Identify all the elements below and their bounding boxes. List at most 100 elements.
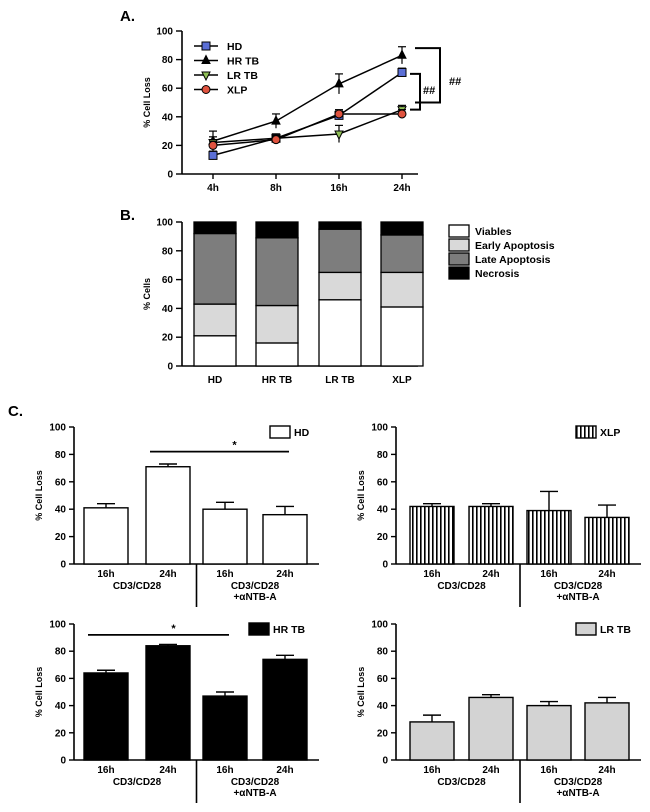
b-bar-segment-early-apoptosis [193,303,237,337]
c-xlp-x-tick-label: 24h [598,569,615,580]
c-xlp-x-tick-label: 16h [423,569,440,580]
a-point-xlp [334,109,344,119]
b-bar-segment-viables [193,335,237,367]
c-hd-x-tick-label: 24h [159,569,176,580]
c-hd-y-tick-label: 40 [55,505,67,516]
b-bar-segment-viables [318,299,362,367]
a-point-xlp [397,109,407,119]
c-hrtb-legend-label: HR TB [273,624,305,636]
b-bar-segment-early-apoptosis [318,271,362,301]
b-bar-segment-necrosis [318,221,362,230]
c-hrtb-y-tick-label: 60 [55,674,67,685]
b-legend-swatch-necrosis [448,266,470,280]
panel-label-a: A. [120,8,135,25]
b-x-tick-label: XLP [392,375,412,386]
b-y-tick-label: 20 [162,333,174,344]
c-hd-bar [202,508,248,565]
c-hd-sig-label: * [232,440,237,452]
c-hrtb-y-axis-title: % Cell Loss [34,667,44,718]
c-hrtb-bar [145,645,191,761]
c-lrtb-x-tick-label: 24h [482,765,499,776]
c-hd-y-tick-label: 60 [55,477,67,488]
a-legend-label-hr-tb: HR TB [227,56,259,68]
c-hd-y-tick-label: 20 [55,532,67,543]
b-legend-swatch-late-apoptosis [448,252,470,266]
c-hrtb-group-label: CD3/CD28 [231,777,280,788]
c-hrtb-x-tick-label: 24h [276,765,293,776]
c-hrtb-legend-swatch [248,622,270,636]
c-lrtb-bar [409,721,455,761]
c-hrtb-group-label: +αNTB-A [233,788,276,799]
c-hd-legend-label: HD [294,427,310,439]
c-lrtb-x-tick-label: 16h [423,765,440,776]
c-lrtb-y-tick-label: 20 [377,728,389,739]
c-hd-y-tick-label: 0 [60,560,66,571]
c-xlp-legend-swatch [575,425,597,439]
a-y-tick-label: 60 [162,84,174,95]
c-hrtb-y-tick-label: 20 [55,728,67,739]
a-x-tick-label: 4h [207,183,219,194]
a-legend-marker-hr-tb [201,54,211,64]
c-xlp-group-label: CD3/CD28 [437,581,486,592]
a-point-hd [208,150,218,160]
a-point-xlp [271,135,281,145]
a-y-tick-label: 20 [162,141,174,152]
a-series-line-hr-tb [212,54,403,142]
b-bar-segment-necrosis [193,221,237,235]
chart-b-stacked-bar: 0 20 40 60 80 100 % Cells HD HR TB LR TB XLP Viable… [142,218,555,387]
b-bar-segment-necrosis [380,221,424,236]
b-y-tick-label: 40 [162,304,174,315]
b-y-axis-title: % Cells [142,278,152,310]
b-bar-segment-late-apoptosis [380,234,424,274]
c-xlp-group-label: CD3/CD28 [554,581,603,592]
c-hrtb-group-label: CD3/CD28 [113,777,162,788]
c-xlp-bar [584,516,630,565]
c-xlp-group-label: +αNTB-A [556,592,599,603]
c-lrtb-y-tick-label: 0 [382,756,388,767]
a-y-axis-title: % Cell Loss [142,77,152,128]
c-lrtb-bar [526,704,572,761]
c-xlp-x-tick-label: 24h [482,569,499,580]
c-lrtb-bar [584,702,630,761]
a-y-tick-label: 40 [162,112,174,123]
c-xlp-legend-label: XLP [600,427,620,439]
c-hrtb-y-tick-label: 100 [49,620,66,631]
a-sig-bracket [415,47,441,104]
c-hd-bar [145,466,191,565]
a-point-hd [397,67,407,77]
chart-a-line: 0 20 40 60 80 100 % Cell Loss 4h 8h 16h 24h HD HR TB… [142,27,461,195]
a-legend-label-hd: HD [227,41,243,53]
c-xlp-y-tick-label: 80 [377,450,389,461]
c-xlp-x-tick-label: 16h [540,569,557,580]
b-bar-segment-late-apoptosis [318,228,362,274]
c-lrtb-y-tick-label: 40 [377,701,389,712]
c-hrtb-bar [202,695,248,761]
c-hd-legend-swatch [269,425,291,439]
c-hrtb-x-tick-label: 16h [97,765,114,776]
c-lrtb-legend-swatch [575,622,597,636]
c-xlp-y-tick-label: 60 [377,477,389,488]
b-y-tick-label: 60 [162,275,174,286]
c-hrtb-x-tick-label: 24h [159,765,176,776]
a-x-tick-label: 24h [393,183,410,194]
c-xlp-bar [468,505,514,565]
c-hd-x-tick-label: 24h [276,569,293,580]
a-y-tick-label: 80 [162,55,174,66]
c-lrtb-legend-label: LR TB [600,624,631,636]
b-legend-label-early-apoptosis: Early Apoptosis [475,240,555,252]
c-lrtb-x-tick-label: 16h [540,765,557,776]
a-sig-bracket [410,72,421,111]
c-hd-x-tick-label: 16h [97,569,114,580]
a-sig-label: ## [423,85,435,97]
b-bar-segment-late-apoptosis [193,232,237,305]
c-hrtb-bar [83,672,129,761]
c-xlp-bar [526,509,572,565]
b-y-tick-label: 100 [156,218,173,229]
b-bar-segment-necrosis [255,221,299,239]
c-hd-y-axis-title: % Cell Loss [34,470,44,521]
b-bar-segment-early-apoptosis [380,271,424,308]
a-series-line-lr-tb [212,108,403,144]
c-hd-x-tick-label: 16h [216,569,233,580]
